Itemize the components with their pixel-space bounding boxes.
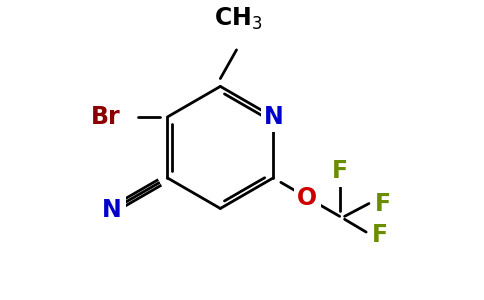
Text: F: F	[332, 159, 348, 183]
Text: F: F	[372, 223, 388, 247]
Text: F: F	[375, 191, 391, 215]
Text: Br: Br	[91, 105, 120, 129]
Text: N: N	[102, 198, 122, 222]
Text: O: O	[297, 186, 318, 210]
Text: N: N	[264, 105, 284, 129]
Text: CH$_3$: CH$_3$	[214, 6, 263, 32]
